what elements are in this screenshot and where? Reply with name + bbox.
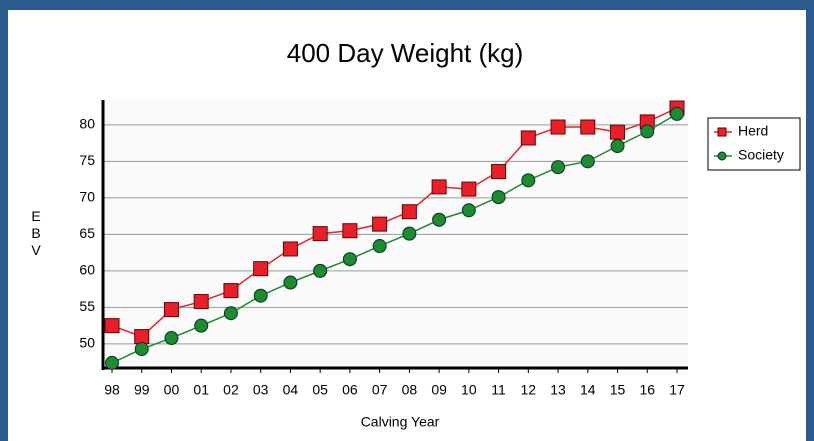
data-point — [461, 181, 477, 197]
data-point — [134, 329, 150, 345]
data-point — [402, 226, 417, 241]
y-tick-label: 60 — [79, 262, 95, 278]
data-point — [551, 160, 566, 175]
x-tick-label: 06 — [342, 382, 358, 398]
y-tick-label: 80 — [79, 116, 95, 132]
data-point — [163, 302, 179, 318]
x-tick-label: 01 — [193, 382, 209, 398]
data-point — [312, 226, 328, 242]
y-tick-label: 55 — [79, 298, 95, 314]
x-tick-label: 00 — [164, 382, 180, 398]
x-tick-label: 03 — [253, 382, 269, 398]
data-point — [431, 179, 447, 195]
data-point — [253, 261, 269, 277]
y-tick-label: 75 — [79, 152, 95, 168]
data-point — [105, 355, 119, 370]
x-tick-label: 15 — [610, 382, 626, 398]
x-tick-label: 14 — [580, 382, 596, 398]
data-point — [342, 223, 358, 239]
y-tick-label: 65 — [79, 225, 95, 241]
data-point — [640, 124, 655, 139]
data-point — [342, 252, 357, 267]
legend-label: Society — [738, 147, 784, 163]
data-point — [223, 306, 238, 321]
x-tick-label: 99 — [134, 382, 150, 398]
data-point — [521, 173, 536, 188]
legend-label: Herd — [738, 123, 768, 139]
data-point — [193, 294, 209, 310]
y-axis-label: EBV — [31, 208, 41, 258]
data-point — [520, 130, 536, 146]
x-tick-label: 04 — [283, 382, 299, 398]
x-tick-label: 12 — [521, 382, 537, 398]
data-point — [580, 119, 596, 135]
y-tick-label: 50 — [79, 335, 95, 351]
legend-marker — [717, 127, 727, 137]
data-point — [610, 139, 625, 154]
x-tick-label: 17 — [669, 382, 685, 398]
chart-title: 400 Day Weight (kg) — [287, 38, 524, 68]
x-tick-label: 07 — [372, 382, 388, 398]
data-point — [313, 263, 328, 278]
data-point — [282, 241, 298, 257]
x-tick-label: 16 — [639, 382, 655, 398]
x-tick-label: 08 — [402, 382, 418, 398]
data-point — [283, 275, 298, 290]
data-point — [491, 190, 506, 205]
data-point — [372, 239, 387, 254]
data-point — [223, 283, 239, 299]
x-tick-label: 13 — [550, 382, 566, 398]
data-point — [372, 216, 388, 232]
data-point — [461, 203, 476, 218]
data-point — [164, 331, 179, 346]
x-tick-label: 09 — [431, 382, 447, 398]
y-tick-label: 70 — [79, 189, 95, 205]
data-point — [401, 204, 417, 220]
data-point — [253, 288, 268, 303]
data-point — [104, 318, 120, 334]
data-point — [550, 119, 566, 135]
x-tick-label: 05 — [312, 382, 328, 398]
x-tick-label: 11 — [491, 382, 506, 398]
data-point — [194, 318, 209, 333]
data-point — [432, 212, 447, 227]
x-tick-label: 10 — [461, 382, 477, 398]
legend-marker — [717, 151, 727, 161]
data-point — [580, 154, 595, 169]
x-tick-label: 98 — [104, 382, 120, 398]
x-tick-label: 02 — [223, 382, 239, 398]
legend-box — [707, 117, 801, 171]
x-axis-label: Calving Year — [361, 414, 440, 430]
data-point — [491, 164, 507, 180]
data-point — [670, 106, 684, 121]
data-point — [610, 124, 626, 140]
data-point — [134, 342, 149, 357]
